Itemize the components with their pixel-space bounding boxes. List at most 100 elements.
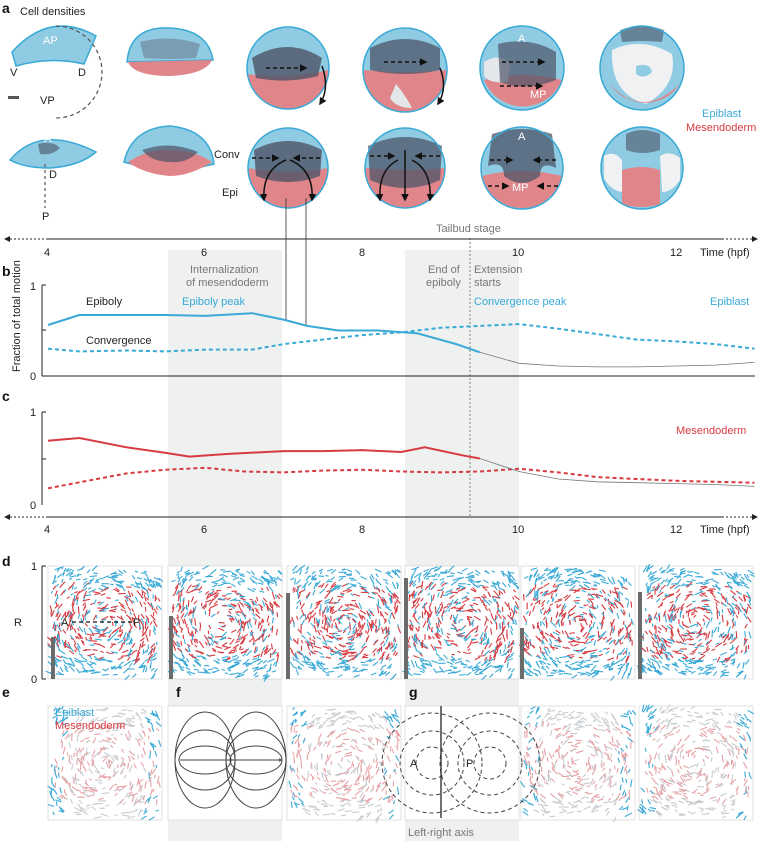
- label-A-top5: A: [518, 33, 526, 45]
- tick-top-4: 4: [44, 247, 50, 259]
- tick-top-10: 10: [512, 247, 524, 259]
- embryo-bottom-3: Conv Epi: [214, 127, 329, 209]
- tick-bot-8: 8: [359, 524, 365, 536]
- tick-bot-4: 4: [44, 524, 50, 536]
- tick-bot-10: 10: [512, 524, 524, 536]
- chart-b-series-0: [47, 312, 481, 354]
- annot-epiboly: Epiboly: [86, 296, 123, 308]
- chart-c-series-0: [47, 436, 480, 460]
- embryo-top-6: [599, 25, 685, 111]
- legend-mesendoderm: Mesendoderm: [686, 122, 756, 134]
- time-axis-label-bottom: Time (hpf): [700, 524, 750, 536]
- embryo-top-2: [126, 27, 214, 76]
- flow-field-d-4: [518, 565, 636, 682]
- embryo-top-1: AP V D VP: [8, 25, 103, 119]
- field-box-1: [167, 705, 283, 821]
- label-axis-P: P: [133, 617, 140, 629]
- annot-extension-2: starts: [474, 277, 501, 289]
- embryo-top-5: A MP: [479, 25, 565, 111]
- tick-bot-6: 6: [201, 524, 207, 536]
- label-g-A: A: [410, 758, 418, 770]
- tick-top-8: 8: [359, 247, 365, 259]
- panel-letter-b: b: [2, 263, 11, 279]
- flow-field-e-5: [637, 704, 755, 821]
- legend-e-mesendoderm: Mesendoderm: [55, 720, 125, 732]
- label-Epi: Epi: [222, 187, 238, 199]
- flow-field-d-3: [402, 565, 520, 681]
- annot-internalization-1: Internalization: [190, 264, 259, 276]
- embryo-bottom-2: [123, 125, 215, 176]
- panel-letter-f: f: [176, 684, 181, 700]
- field-box-3: [404, 705, 520, 821]
- embryo-bottom-4: [364, 127, 446, 209]
- tailbud-stage-label: Tailbud stage: [436, 223, 501, 235]
- panel-b: b Fraction of total motion 1 0 Internali…: [2, 260, 755, 383]
- annot-extension-1: Extension: [474, 264, 522, 276]
- panel-efg: e f g Epiblast Mesendoderm A P Left-righ: [2, 684, 755, 839]
- annot-internalization-2: of mesendoderm: [186, 277, 269, 289]
- annot-convergence: Convergence: [86, 335, 151, 347]
- chart-c-series-1: [47, 466, 755, 490]
- tick-top-6: 6: [201, 247, 207, 259]
- annot-series-epiblast: Epiblast: [710, 296, 749, 308]
- d-ytick-0: 0: [31, 674, 37, 686]
- time-axis-label-top: Time (hpf): [700, 247, 750, 259]
- legend-e-epiblast: Epiblast: [55, 707, 94, 719]
- c-ytick-1: 1: [30, 407, 36, 419]
- scale-bar-d-4: [520, 628, 524, 679]
- flow-field-d-0: [45, 565, 164, 681]
- embryo-bottom-6: [600, 126, 684, 210]
- chart-b-lines: [47, 312, 755, 368]
- label-g-P: P: [466, 758, 473, 770]
- tick-bot-12: 12: [670, 524, 682, 536]
- flow-field-d-5: [636, 563, 755, 680]
- chart-c-series-2: [479, 458, 755, 487]
- label-MP-top5: MP: [530, 89, 547, 101]
- label-A: A: [44, 133, 52, 145]
- panel-c: c 1 0 Mesendoderm 4 6 8 10 12 Time (hpf): [2, 388, 758, 536]
- panel-letter-g: g: [409, 684, 418, 700]
- flow-field-e-4: [519, 705, 637, 823]
- cell-densities-title: Cell densities: [20, 6, 86, 18]
- chart-b-series-1: [47, 323, 755, 353]
- dipole-field-f: [174, 711, 287, 809]
- scale-bar-d-3: [404, 578, 408, 679]
- b-ytick-1: 1: [30, 281, 36, 293]
- legend-epiblast: Epiblast: [702, 108, 741, 120]
- embryo-bottom-1: A D P: [8, 133, 98, 223]
- label-P: P: [42, 211, 49, 223]
- annot-end-epiboly-1: End of: [428, 264, 461, 276]
- label-A-bottom5: A: [518, 131, 526, 143]
- scale-bar-d-1: [169, 616, 173, 679]
- label-axis-A: A: [61, 617, 69, 629]
- left-right-axis-label: Left-right axis: [408, 827, 475, 839]
- annot-end-epiboly-2: epiboly: [426, 277, 461, 289]
- flow-field-e-0: [47, 705, 163, 821]
- chart-c-lines: [47, 436, 755, 490]
- label-AP: AP: [43, 35, 58, 47]
- label-V: V: [10, 67, 18, 79]
- panel-letter-a: a: [2, 0, 10, 16]
- panel-letter-e: e: [2, 684, 10, 700]
- scale-bar-d-2: [286, 593, 290, 679]
- flow-fields-d: [45, 563, 755, 682]
- flow-field-d-1: [167, 565, 283, 682]
- label-VP: VP: [40, 95, 55, 107]
- chart-b-series-2: [479, 351, 755, 368]
- d-ytick-1: 1: [31, 561, 37, 573]
- annot-epiboly-peak: Epiboly peak: [182, 296, 245, 308]
- flow-fields-e: [47, 704, 755, 824]
- flow-field-d-2: [286, 564, 402, 681]
- panel-a: a Cell densities AP V D VP: [2, 0, 756, 223]
- scale-bar-d-0: [51, 637, 55, 679]
- panel-d: d R 1 0 A P: [2, 553, 755, 686]
- embryo-bottom-5: A MP: [480, 126, 564, 210]
- embryo-top-4: [362, 27, 448, 113]
- annot-convergence-peak: Convergence peak: [474, 296, 567, 308]
- scale-bar-d-5: [638, 592, 642, 679]
- annot-series-mesendoderm: Mesendoderm: [676, 425, 746, 437]
- dipole-field-g: [381, 712, 541, 814]
- time-axis-top: Tailbud stage 4 6 8 10 12 Time (hpf): [4, 198, 758, 326]
- tick-top-12: 12: [670, 247, 682, 259]
